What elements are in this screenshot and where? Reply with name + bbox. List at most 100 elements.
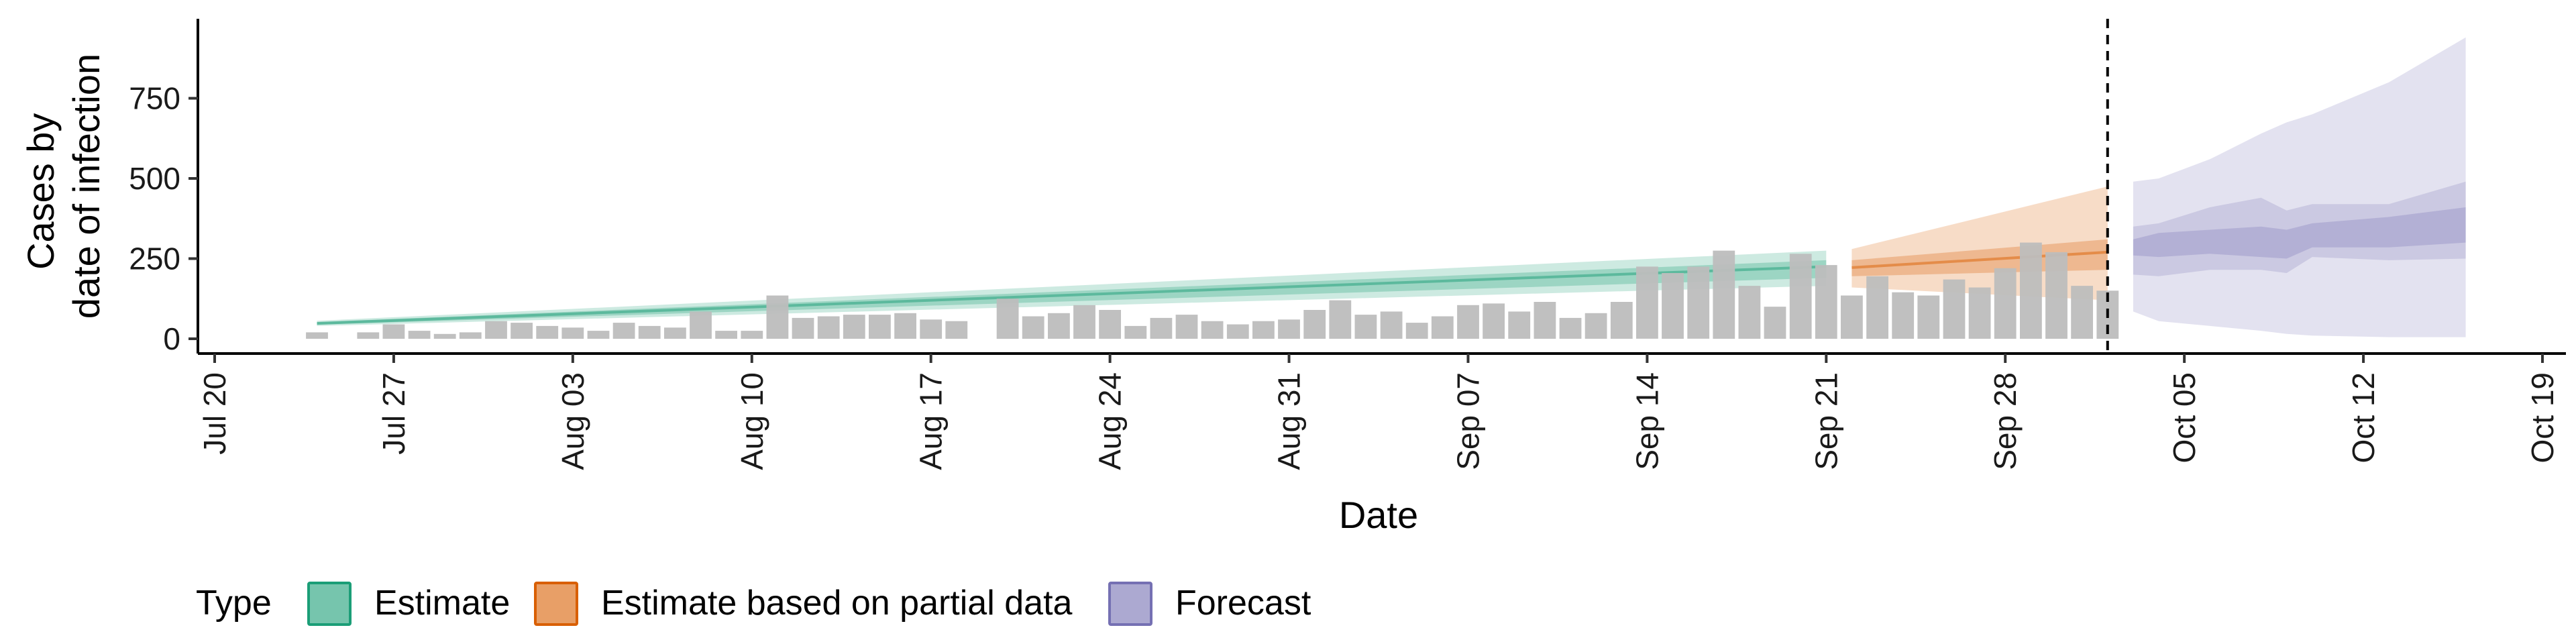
bar — [2045, 252, 2068, 339]
x-tick-label: Sep 21 — [1809, 372, 1843, 470]
bar — [945, 321, 968, 339]
y-axis-title: Cases by date of infection — [19, 54, 107, 319]
bar — [459, 332, 482, 339]
bar — [587, 331, 610, 339]
bar — [1329, 300, 1352, 339]
bar — [1534, 302, 1556, 339]
bar — [894, 313, 916, 339]
bar — [1099, 310, 1121, 339]
bar — [536, 325, 559, 339]
band-estimate-middle — [317, 250, 1827, 326]
bar — [1713, 250, 1735, 339]
bar — [1789, 254, 1812, 339]
legend: Type Estimate Estimate based on partial … — [196, 582, 1311, 626]
bar — [1278, 319, 1300, 339]
band-partial-middle — [1851, 186, 2108, 301]
x-tick-label: Aug 24 — [1093, 372, 1128, 470]
bar — [1048, 313, 1070, 339]
legend-title: Type — [196, 584, 272, 623]
bar — [1201, 321, 1224, 339]
bar — [792, 317, 814, 339]
bar — [1508, 311, 1531, 339]
legend-swatch-forecast — [1108, 582, 1152, 626]
bar — [996, 299, 1019, 339]
bar — [1764, 307, 1786, 339]
bar — [843, 315, 865, 339]
bar — [1636, 266, 1658, 339]
bar — [1405, 323, 1428, 339]
band-forecast-middle — [2133, 181, 2466, 276]
bar — [1866, 276, 1888, 339]
bar — [638, 325, 661, 339]
bar — [2020, 242, 2042, 339]
x-axis-title: Date — [1339, 494, 1418, 536]
x-tick-label: Oct 05 — [2167, 372, 2202, 464]
bar — [1226, 324, 1249, 339]
uncertainty-bands — [317, 37, 2466, 337]
bar — [1662, 273, 1684, 339]
bar — [382, 324, 405, 339]
legend-label-forecast: Forecast — [1175, 584, 1311, 623]
x-tick-label: Oct 19 — [2525, 372, 2560, 464]
legend-label-estimate: Estimate — [374, 584, 510, 623]
bar — [1483, 303, 1505, 339]
bar — [1892, 292, 1915, 339]
bar — [1175, 315, 1198, 339]
bar — [1815, 265, 1837, 339]
reported-cases-bars — [306, 242, 2119, 339]
legend-swatch-partial — [534, 582, 578, 626]
bar — [1738, 286, 1761, 339]
x-tick-label: Sep 07 — [1451, 372, 1486, 470]
tick-labels: 0 250 500 750 Jul 20 Jul 27 Aug 03 Aug 10 Aug 17… — [129, 81, 2560, 470]
y-tick-label: 0 — [163, 321, 180, 356]
x-tick-label: Jul 20 — [197, 372, 232, 455]
bar — [1917, 295, 1940, 339]
legend-swatch-estimate — [307, 582, 352, 626]
bar — [690, 311, 712, 339]
bar — [485, 321, 507, 339]
bar — [920, 319, 943, 339]
bar — [1073, 305, 1095, 339]
bar — [741, 331, 763, 339]
axes — [197, 19, 2566, 355]
bar — [1252, 321, 1275, 339]
bar — [1559, 317, 1582, 339]
x-tick-label: Sep 14 — [1629, 372, 1664, 470]
bar — [1943, 279, 1966, 339]
bar — [612, 323, 635, 339]
y-tick-label: 750 — [129, 81, 180, 116]
bar — [433, 333, 456, 339]
x-tick-label: Aug 03 — [555, 372, 590, 470]
band-forecast-outer — [2133, 37, 2466, 337]
bar — [1354, 315, 1377, 339]
bar — [1022, 316, 1044, 339]
bar — [357, 332, 380, 339]
bar — [408, 331, 431, 339]
band-partial-inner — [1851, 239, 2108, 276]
bar — [1585, 313, 1607, 339]
band-forecast-inner — [2133, 207, 2466, 259]
bar — [1150, 317, 1173, 339]
bar — [715, 331, 737, 339]
bar — [306, 332, 328, 339]
bar — [1841, 295, 1863, 339]
bar — [561, 327, 584, 339]
bar — [664, 327, 686, 339]
x-tick-label: Oct 12 — [2346, 372, 2381, 464]
y-axis-title-line-2: date of infection — [65, 54, 107, 319]
bar — [766, 295, 789, 339]
bar — [1687, 266, 1710, 339]
bar — [2071, 286, 2093, 339]
bar — [1610, 302, 1633, 339]
y-tick-label: 250 — [129, 241, 180, 276]
bar — [1457, 305, 1479, 339]
x-tick-label: Aug 31 — [1272, 372, 1307, 470]
bar — [1994, 268, 2017, 339]
legend-label-partial: Estimate based on partial data — [601, 584, 1073, 623]
bar — [511, 323, 533, 339]
bar — [869, 315, 891, 339]
x-tick-label: Sep 28 — [1988, 372, 2023, 470]
y-axis-title-line-1: Cases by — [19, 113, 62, 270]
x-tick-label: Aug 17 — [914, 372, 949, 470]
